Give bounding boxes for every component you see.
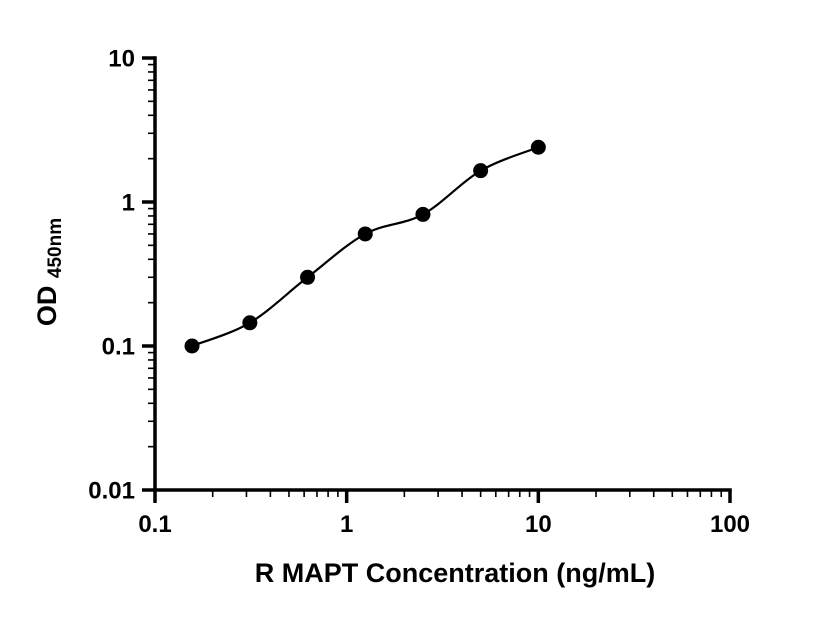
x-tick-label: 0.1 [138, 511, 171, 538]
x-tick-label: 10 [525, 511, 552, 538]
data-point-marker [530, 139, 546, 155]
fit-line [191, 146, 539, 348]
axis-spines [153, 56, 732, 492]
y-tick-label: 0.1 [102, 334, 135, 361]
y-tick-label: 10 [108, 46, 135, 73]
x-axis-title: R MAPT Concentration (ng/mL) [255, 558, 655, 588]
data-point-marker [357, 226, 373, 242]
y-tick-label: 0.01 [88, 478, 135, 505]
data-point-marker [300, 269, 316, 285]
y-tick-label: 1 [122, 190, 135, 217]
ticks-layer [142, 56, 732, 503]
y-axis-title-main: OD [32, 286, 62, 327]
data-point-marker [473, 163, 489, 179]
y-axis-title-sub: 450nm [45, 218, 66, 278]
x-tick-label: 1 [340, 511, 353, 538]
data-point-marker [415, 206, 431, 222]
series-layer [184, 139, 546, 354]
x-tick-label: 100 [710, 511, 750, 538]
axes-layer [153, 56, 732, 492]
data-point-marker [242, 315, 258, 331]
data-point-marker [184, 338, 200, 354]
y-axis-title: OD 450nm [32, 218, 66, 326]
